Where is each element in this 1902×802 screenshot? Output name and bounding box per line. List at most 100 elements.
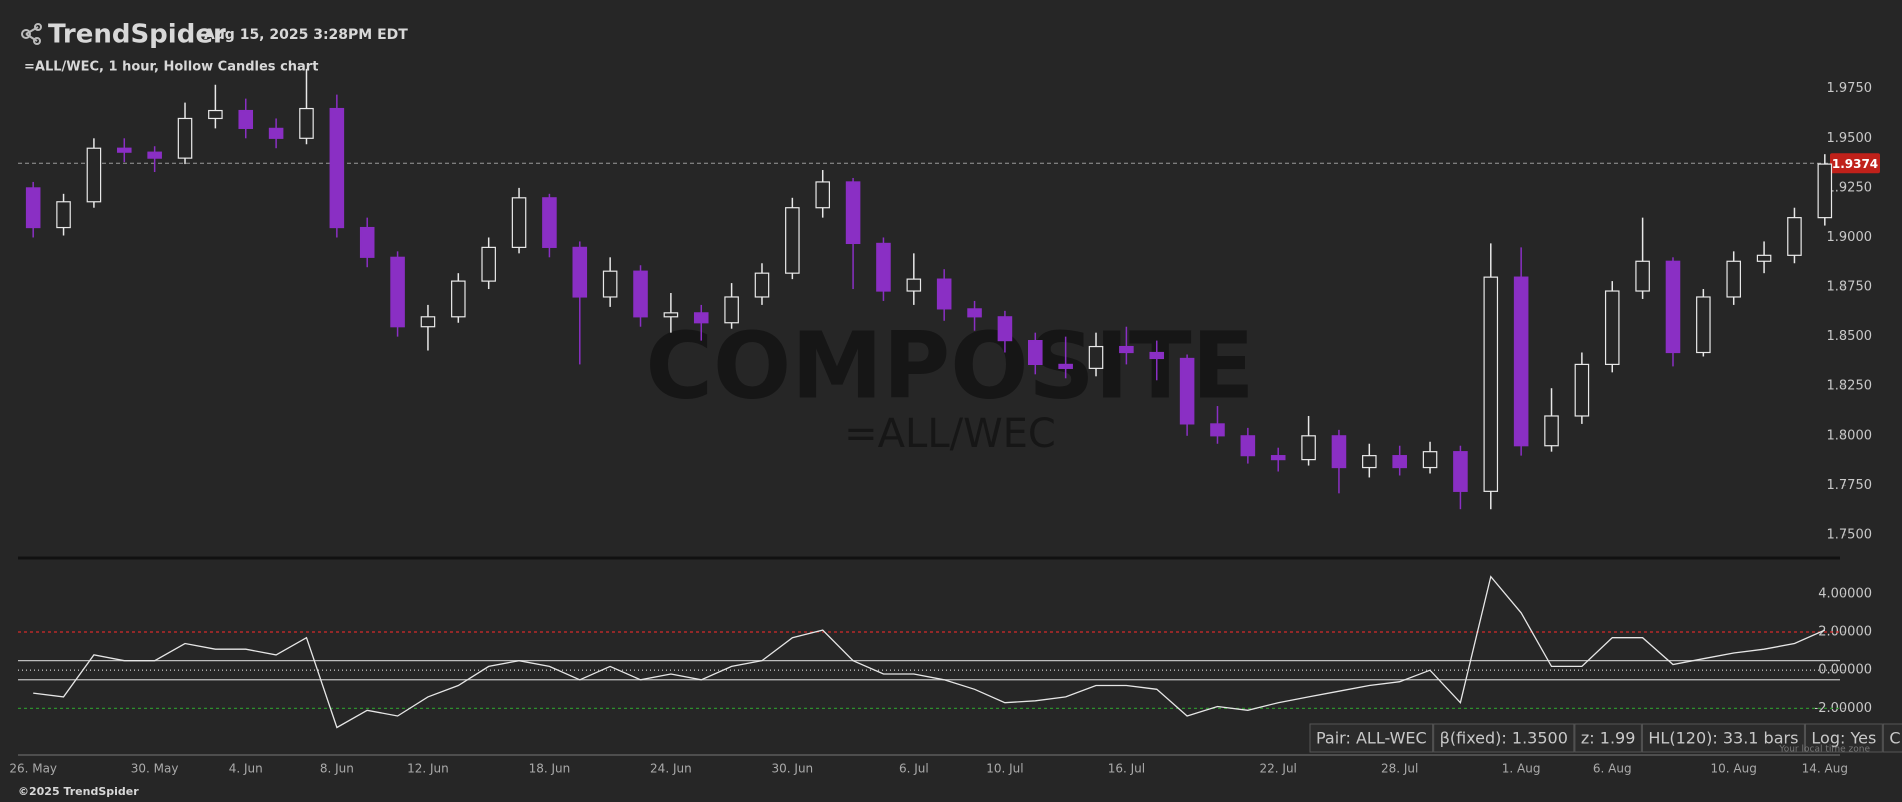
candle-body xyxy=(693,312,709,324)
candle-body xyxy=(1028,340,1043,366)
z-score-line xyxy=(33,575,1826,729)
info-box: β(fixed): 1.3500 xyxy=(1433,723,1575,753)
candle-body xyxy=(1787,217,1802,256)
candle-body xyxy=(117,147,132,153)
candle-body xyxy=(359,226,375,258)
y-tick-label: 1.8250 xyxy=(1827,379,1873,394)
y-tick-label: 2.00000 xyxy=(1818,625,1872,640)
x-tick-label: 16. Jul xyxy=(1108,762,1145,776)
candle-body xyxy=(967,308,982,318)
candle-body xyxy=(1422,451,1438,469)
info-box-text: Log: Yes xyxy=(1811,729,1876,748)
candle-body xyxy=(451,280,466,318)
candle-body xyxy=(177,117,193,159)
candle-body xyxy=(1331,435,1347,469)
candle-body xyxy=(876,242,891,292)
candle-body xyxy=(1726,260,1741,298)
footer: ©2025 TrendSpider xyxy=(18,785,139,798)
x-tick-label: 14. Aug xyxy=(1802,762,1848,776)
candle-body xyxy=(845,181,861,245)
candle-body xyxy=(86,147,102,203)
y-tick-label: 1.9750 xyxy=(1827,81,1873,96)
info-box: HL(120): 33.1 bars xyxy=(1641,723,1805,753)
info-box-frame xyxy=(1641,723,1805,753)
x-tick-label: 1. Aug xyxy=(1502,762,1541,776)
y-tick-label: 4.00000 xyxy=(1818,586,1872,601)
x-tick-label: 4. Jun xyxy=(229,762,263,776)
candle-body xyxy=(572,246,588,298)
x-tick-label: 6. Jul xyxy=(899,762,929,776)
candle-body xyxy=(1240,435,1256,457)
candle-body xyxy=(1179,357,1195,425)
candle-body xyxy=(420,316,436,328)
candle-body xyxy=(1696,296,1711,354)
candle-body xyxy=(208,109,223,120)
candle-body xyxy=(633,270,648,318)
candle-body xyxy=(238,109,254,129)
candle-body xyxy=(511,197,527,248)
y-tick-label: 1.8000 xyxy=(1827,428,1873,443)
candle-body xyxy=(1453,451,1468,492)
candle-body xyxy=(299,107,314,139)
candle-body xyxy=(785,207,800,274)
candle-body xyxy=(1574,363,1590,417)
candle-body xyxy=(1635,260,1650,292)
candle-body xyxy=(724,296,739,324)
candle-body xyxy=(25,187,41,229)
y-tick-label: 1.9250 xyxy=(1827,180,1873,195)
candle-body xyxy=(268,127,284,139)
candle-body xyxy=(1513,276,1529,447)
candle-body xyxy=(481,246,496,282)
info-box-text: Pair: ALL-WEC xyxy=(1316,729,1427,748)
info-box: Close-only: On xyxy=(1882,723,1902,753)
x-tick-label: 30. May xyxy=(131,762,179,776)
y-tick-label: 1.7750 xyxy=(1827,478,1873,493)
x-tick-label: 18. Jun xyxy=(529,762,571,776)
candle-body xyxy=(1210,423,1225,437)
y-tick-label: 1.8750 xyxy=(1827,280,1873,295)
info-box: z: 1.99 xyxy=(1574,723,1642,753)
x-tick-label: 8. Jun xyxy=(320,762,354,776)
watermark-title: COMPOSITE xyxy=(645,312,1254,419)
y-tick-label: -2.00000 xyxy=(1814,701,1872,716)
timezone-note: Your local time zone xyxy=(1778,745,1870,755)
x-tick-label: 30. Jun xyxy=(772,762,814,776)
candle-body xyxy=(1270,455,1286,461)
x-tick-label: 26. May xyxy=(9,762,57,776)
info-box-text: Close-only: On xyxy=(1889,729,1902,748)
candle-body xyxy=(542,197,557,248)
candle-body xyxy=(1817,163,1833,219)
info-box: Log: Yes xyxy=(1804,723,1883,753)
x-tick-label: 12. Jun xyxy=(407,762,449,776)
candle-body xyxy=(754,272,770,298)
x-tick-label: 28. Jul xyxy=(1381,762,1418,776)
y-tick-label: 1.7500 xyxy=(1827,527,1873,542)
candle-body xyxy=(390,256,405,328)
x-tick-label: 10. Jul xyxy=(986,762,1023,776)
candle-body xyxy=(1756,254,1772,262)
candle-body xyxy=(936,278,952,310)
candle-body xyxy=(1149,351,1165,360)
candle-body xyxy=(1088,345,1104,369)
x-tick-label: 24. Jun xyxy=(650,762,692,776)
candle-body xyxy=(1119,345,1134,354)
candle-body xyxy=(1301,435,1316,461)
candle-body xyxy=(1604,290,1620,366)
y-tick-label: 1.8500 xyxy=(1827,329,1873,344)
candle-body xyxy=(1483,276,1499,492)
info-box-frame xyxy=(1804,723,1883,753)
info-box-frame xyxy=(1433,723,1575,753)
chart-title: =ALL/WEC, 1 hour, Hollow Candles chart xyxy=(24,60,318,75)
watermark-subtitle: =ALL/WEC xyxy=(844,411,1056,457)
candle-body xyxy=(147,151,162,159)
candle-body xyxy=(663,312,679,318)
brand: TrendSpider xyxy=(48,20,226,50)
y-tick-label: 1.9000 xyxy=(1827,230,1873,245)
timestamp: Aug 15, 2025 3:28PM EDT xyxy=(204,27,408,43)
candle-body xyxy=(56,201,71,229)
info-box-frame xyxy=(1574,723,1642,753)
candle-body xyxy=(1058,363,1073,369)
x-tick-label: 10. Aug xyxy=(1711,762,1757,776)
info-box-text: HL(120): 33.1 bars xyxy=(1648,729,1798,748)
y-tick-label: 1.9500 xyxy=(1827,131,1873,146)
